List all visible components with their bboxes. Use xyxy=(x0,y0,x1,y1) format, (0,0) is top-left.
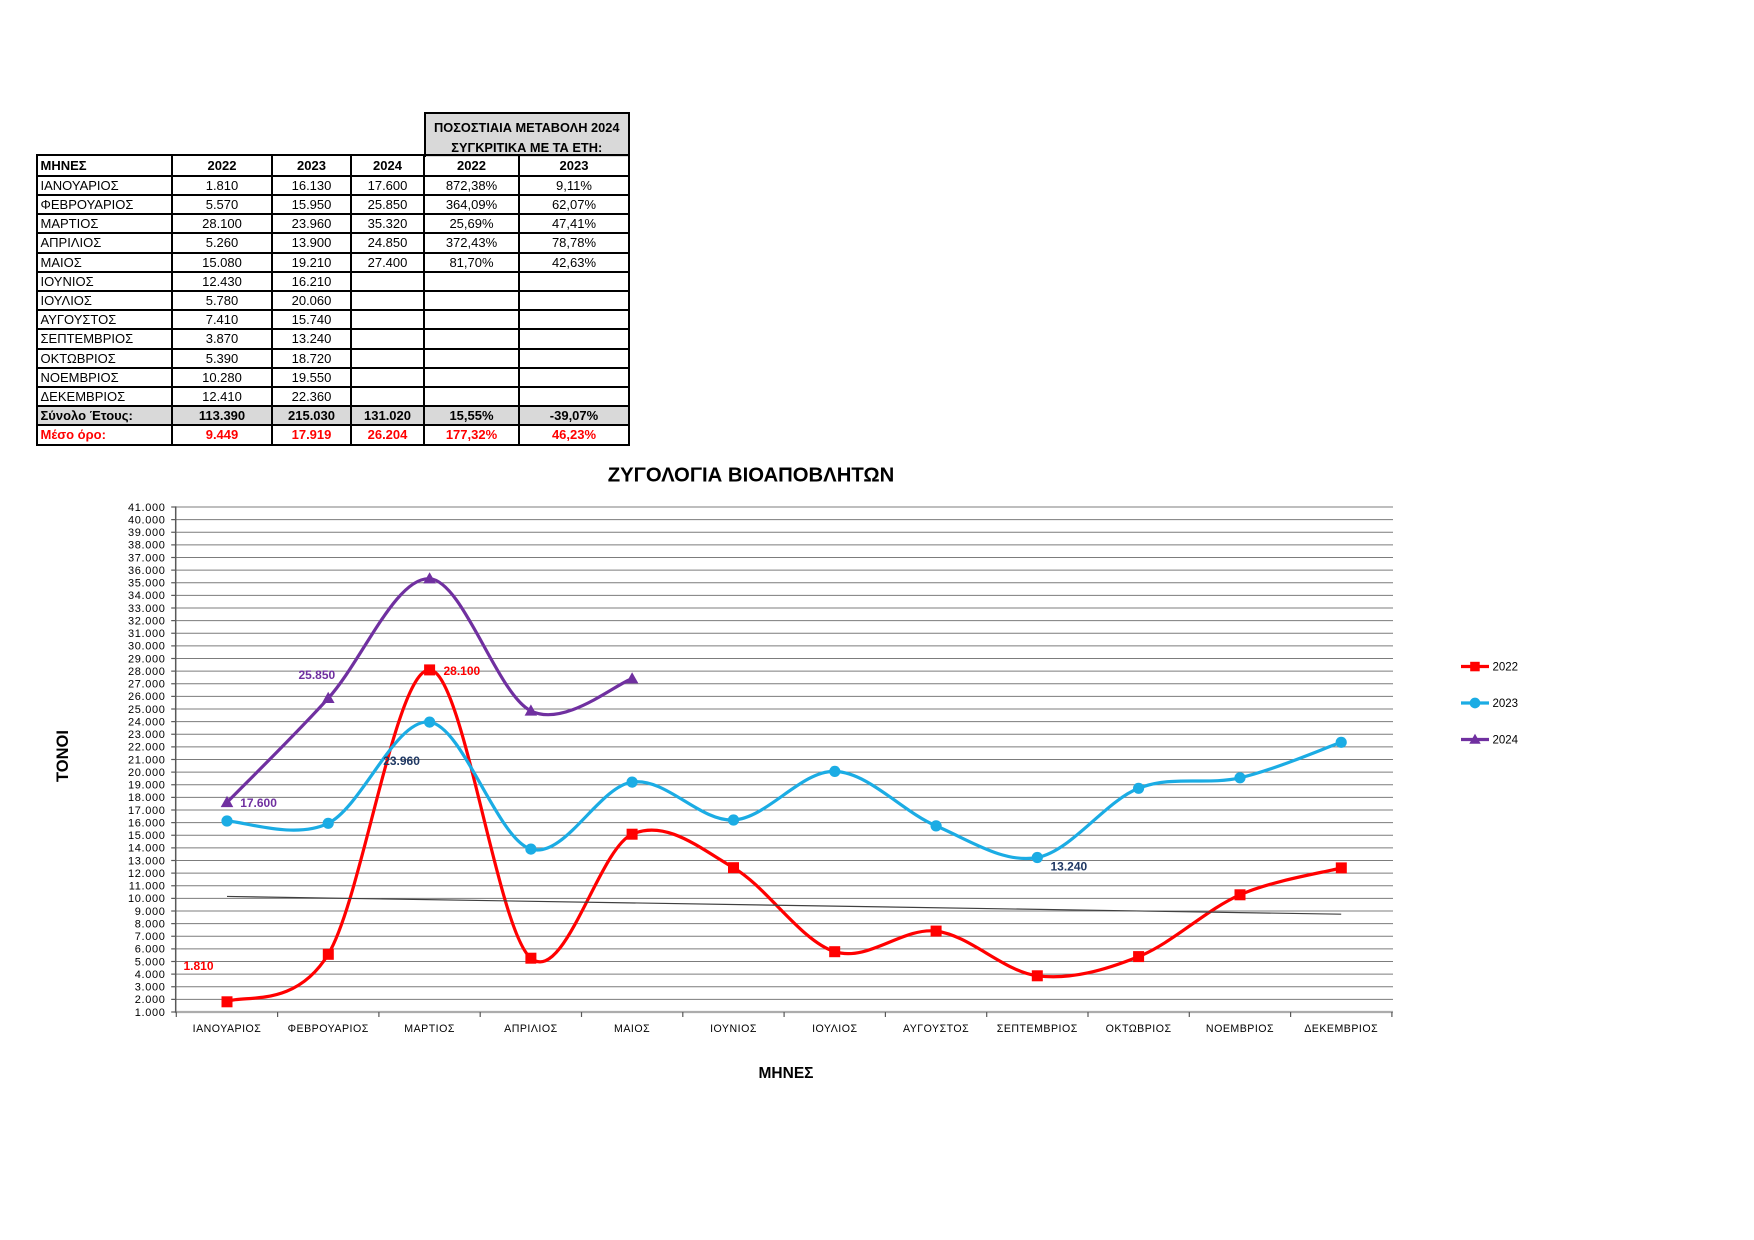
svg-text:16.000: 16.000 xyxy=(128,817,166,829)
svg-text:41.000: 41.000 xyxy=(128,502,166,514)
svg-text:34.000: 34.000 xyxy=(128,590,166,602)
svg-text:26.000: 26.000 xyxy=(128,691,166,703)
svg-text:ΑΠΡΙΛΙΟΣ: ΑΠΡΙΛΙΟΣ xyxy=(504,1023,558,1035)
svg-text:33.000: 33.000 xyxy=(128,603,166,615)
svg-text:32.000: 32.000 xyxy=(128,615,166,627)
svg-text:6.000: 6.000 xyxy=(135,944,166,956)
svg-text:2024: 2024 xyxy=(1493,735,1519,747)
svg-text:ΜΑΡΤΙΟΣ: ΜΑΡΤΙΟΣ xyxy=(404,1023,455,1035)
svg-text:ΜΑΙΟΣ: ΜΑΙΟΣ xyxy=(614,1023,650,1035)
svg-text:ΤΟΝΟΙ: ΤΟΝΟΙ xyxy=(54,730,72,782)
svg-text:12.000: 12.000 xyxy=(128,868,166,880)
svg-text:29.000: 29.000 xyxy=(128,653,166,665)
svg-text:13.240: 13.240 xyxy=(1051,859,1088,873)
svg-text:39.000: 39.000 xyxy=(128,527,166,539)
svg-text:25.000: 25.000 xyxy=(128,704,166,716)
svg-text:17.600: 17.600 xyxy=(240,796,277,810)
svg-text:30.000: 30.000 xyxy=(128,641,166,653)
svg-text:19.000: 19.000 xyxy=(128,780,166,792)
svg-text:8.000: 8.000 xyxy=(135,918,166,930)
svg-text:ΙΟΥΝΙΟΣ: ΙΟΥΝΙΟΣ xyxy=(710,1023,757,1035)
svg-text:15.000: 15.000 xyxy=(128,830,166,842)
svg-text:ΙΑΝΟΥΑΡΙΟΣ: ΙΑΝΟΥΑΡΙΟΣ xyxy=(193,1023,262,1035)
svg-text:2.000: 2.000 xyxy=(135,994,166,1006)
svg-text:11.000: 11.000 xyxy=(129,881,166,893)
svg-text:28.100: 28.100 xyxy=(444,664,481,678)
svg-text:35.000: 35.000 xyxy=(128,578,166,590)
svg-text:ΦΕΒΡΟΥΑΡΙΟΣ: ΦΕΒΡΟΥΑΡΙΟΣ xyxy=(288,1023,369,1035)
svg-text:2023: 2023 xyxy=(1493,698,1519,710)
svg-text:18.000: 18.000 xyxy=(128,792,166,804)
svg-text:7.000: 7.000 xyxy=(135,931,166,943)
svg-text:ΖΥΓΟΛΟΓΙΑ ΒΙΟΑΠΟΒΛΗΤΩΝ: ΖΥΓΟΛΟΓΙΑ ΒΙΟΑΠΟΒΛΗΤΩΝ xyxy=(608,465,895,487)
svg-text:ΔΕΚΕΜΒΡΙΟΣ: ΔΕΚΕΜΒΡΙΟΣ xyxy=(1304,1023,1378,1035)
svg-text:38.000: 38.000 xyxy=(128,540,166,552)
svg-text:23.960: 23.960 xyxy=(383,754,420,768)
svg-text:10.000: 10.000 xyxy=(128,893,166,905)
svg-text:ΜΗΝΕΣ: ΜΗΝΕΣ xyxy=(759,1065,814,1082)
svg-text:28.000: 28.000 xyxy=(128,666,166,678)
svg-text:ΟΚΤΩΒΡΙΟΣ: ΟΚΤΩΒΡΙΟΣ xyxy=(1106,1023,1172,1035)
svg-text:ΑΥΓΟΥΣΤΟΣ: ΑΥΓΟΥΣΤΟΣ xyxy=(903,1023,969,1035)
svg-text:2022: 2022 xyxy=(1493,662,1519,674)
svg-text:31.000: 31.000 xyxy=(128,628,166,640)
svg-text:5.000: 5.000 xyxy=(135,956,166,968)
svg-text:23.000: 23.000 xyxy=(128,729,166,741)
svg-text:21.000: 21.000 xyxy=(128,754,166,766)
svg-text:1.000: 1.000 xyxy=(135,1007,166,1019)
svg-text:9.000: 9.000 xyxy=(135,906,166,918)
svg-text:14.000: 14.000 xyxy=(128,843,166,855)
svg-text:22.000: 22.000 xyxy=(128,742,166,754)
svg-text:25.850: 25.850 xyxy=(299,668,336,682)
svg-text:ΝΟΕΜΒΡΙΟΣ: ΝΟΕΜΒΡΙΟΣ xyxy=(1206,1023,1274,1035)
svg-text:ΣΕΠΤΕΜΒΡΙΟΣ: ΣΕΠΤΕΜΒΡΙΟΣ xyxy=(997,1023,1078,1035)
svg-text:ΙΟΥΛΙΟΣ: ΙΟΥΛΙΟΣ xyxy=(812,1023,857,1035)
svg-text:3.000: 3.000 xyxy=(135,982,166,994)
svg-text:13.000: 13.000 xyxy=(128,855,166,867)
svg-text:17.000: 17.000 xyxy=(128,805,166,817)
svg-text:4.000: 4.000 xyxy=(135,969,166,981)
svg-text:37.000: 37.000 xyxy=(128,552,166,564)
svg-text:27.000: 27.000 xyxy=(128,679,166,691)
svg-text:40.000: 40.000 xyxy=(128,514,166,526)
svg-text:36.000: 36.000 xyxy=(128,565,166,577)
svg-text:20.000: 20.000 xyxy=(128,767,166,779)
svg-text:24.000: 24.000 xyxy=(128,716,166,728)
svg-text:1.810: 1.810 xyxy=(184,959,214,973)
